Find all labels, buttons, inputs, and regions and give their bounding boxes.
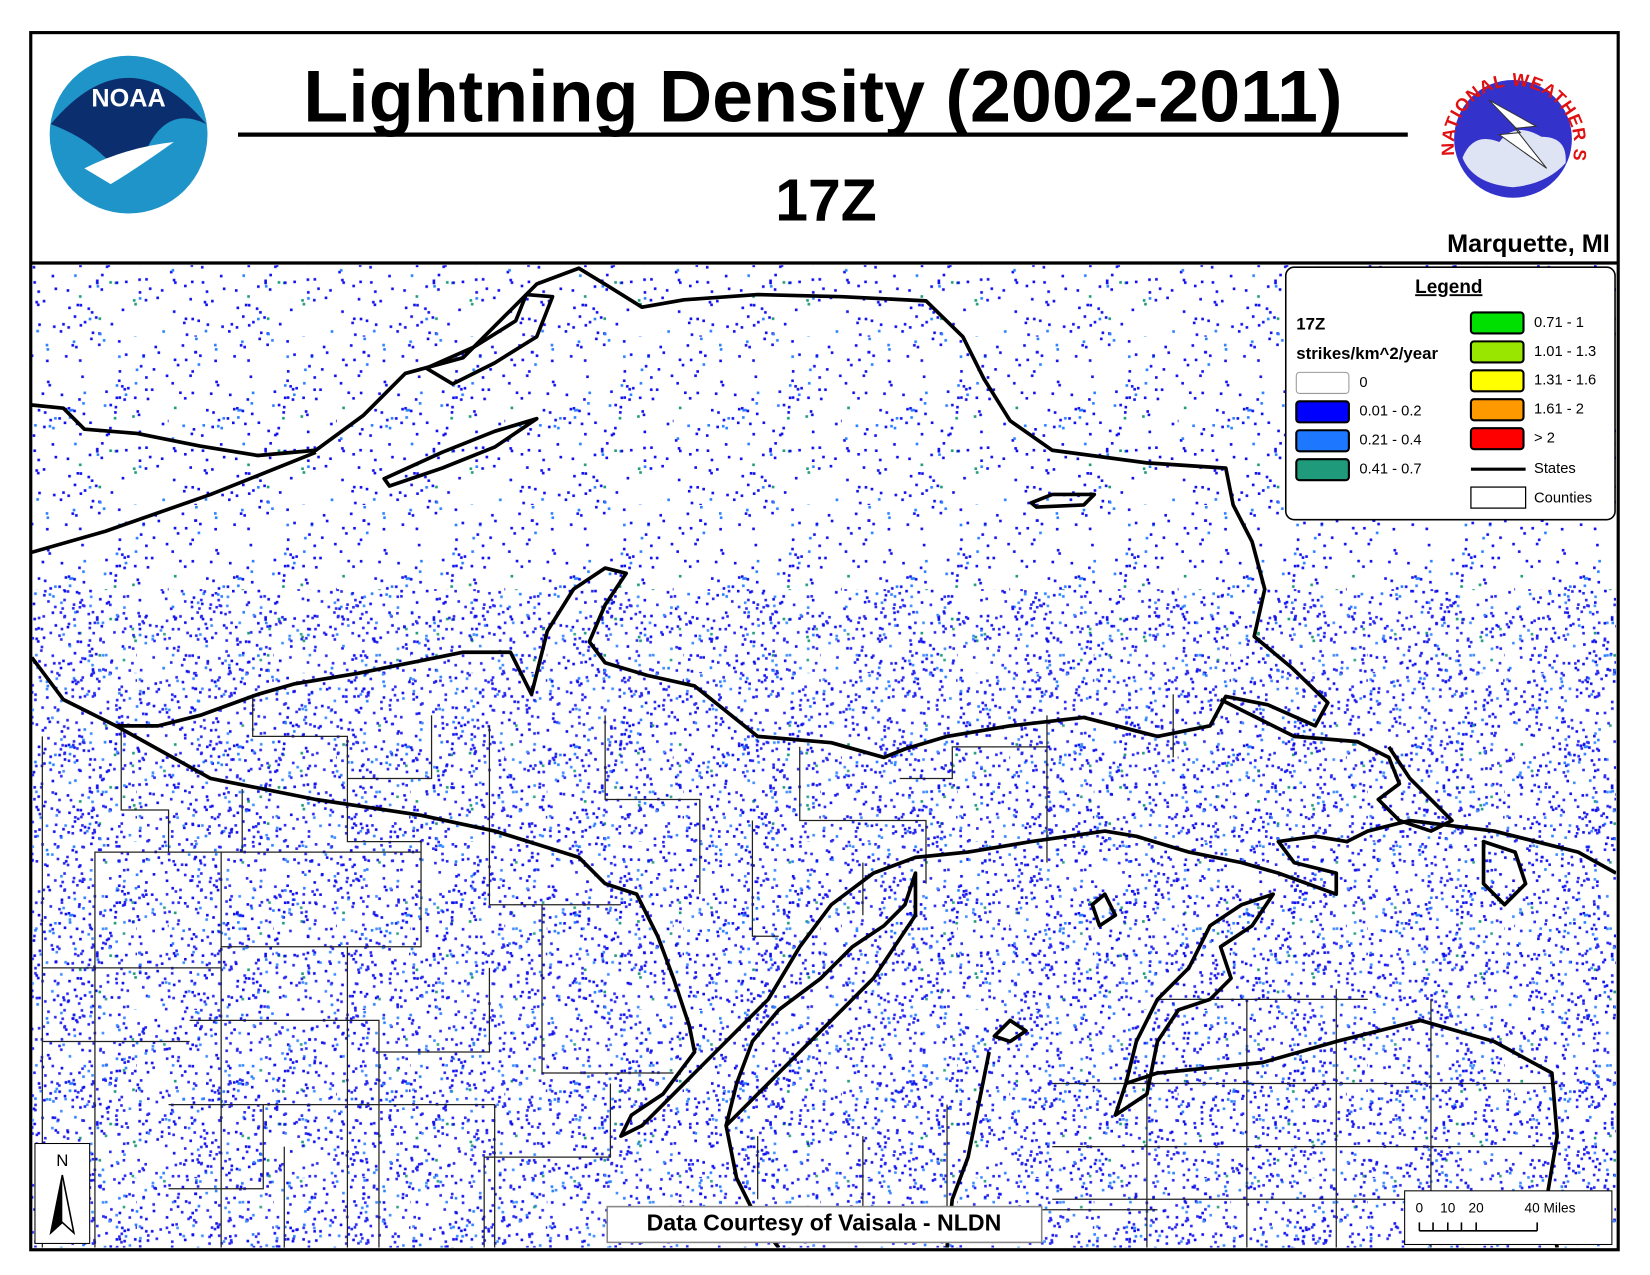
legend-swatch <box>1469 311 1525 335</box>
legend-label: 0.41 - 0.7 <box>1359 462 1421 478</box>
county-lines <box>41 694 1558 1248</box>
legend-label: Counties <box>1534 491 1592 507</box>
legend-swatch <box>1469 340 1525 364</box>
scale-label: 20 <box>1469 1200 1485 1215</box>
legend-label: 0.01 - 0.2 <box>1359 404 1421 420</box>
credit: Data Courtesy of Vaisala - NLDN <box>647 1210 1002 1236</box>
legend-box <box>1284 266 1616 521</box>
legend-label: 1.61 - 2 <box>1534 402 1584 418</box>
legend-counties-swatch <box>1470 486 1527 509</box>
title: Lightning Density (2002-2011) <box>303 54 1342 137</box>
north-arrow-half <box>50 1175 63 1233</box>
legend-title: Legend <box>1415 277 1482 298</box>
legend-label: 0.71 - 1 <box>1534 315 1584 331</box>
map-area <box>31 265 1617 1248</box>
legend-label: 1.31 - 1.6 <box>1534 373 1596 389</box>
lightning-speckle-dense <box>31 589 1617 1248</box>
legend-label: 0 <box>1359 375 1367 391</box>
subtitle: 17Z <box>775 169 877 234</box>
legend-hour: 17Z <box>1296 315 1325 334</box>
legend-swatch <box>1469 427 1525 451</box>
legend-swatch <box>1469 369 1525 393</box>
legend-label: > 2 <box>1534 431 1555 447</box>
legend-units: strikes/km^2/year <box>1296 344 1438 363</box>
credit-box <box>606 1205 1043 1244</box>
legend-label: 0.21 - 0.4 <box>1359 433 1421 449</box>
scale-label: 40 Miles <box>1525 1200 1576 1215</box>
legend-label: 1.01 - 1.3 <box>1534 344 1596 360</box>
scale-label: 0 <box>1416 1200 1424 1215</box>
noaa-logo-bird <box>84 142 174 185</box>
scale-box <box>1404 1190 1613 1246</box>
legend-swatch <box>1295 458 1350 482</box>
legend-swatch <box>1295 429 1350 453</box>
nws-logo-cloud <box>1462 129 1566 188</box>
north-label: N <box>56 1151 68 1170</box>
scale-bar: 0 10 20 40 Miles <box>1404 1190 1613 1246</box>
noaa-logo: NOAA <box>49 55 208 214</box>
legend: Legend 17Z strikes/km^2/year 0 0.01 - 0.2… <box>1284 266 1616 521</box>
coastlines <box>31 266 1617 1248</box>
noaa-logo-top <box>50 77 207 162</box>
legend-swatch <box>1469 398 1525 422</box>
legend-swatch <box>1295 371 1350 394</box>
noaa-logo-text: NOAA <box>91 85 165 113</box>
location: Marquette, MI <box>1447 230 1610 258</box>
legend-label: States <box>1534 461 1576 477</box>
nws-logo-bolt <box>1488 99 1548 169</box>
scale-label: 10 <box>1440 1200 1456 1215</box>
legend-swatch <box>1295 400 1350 424</box>
